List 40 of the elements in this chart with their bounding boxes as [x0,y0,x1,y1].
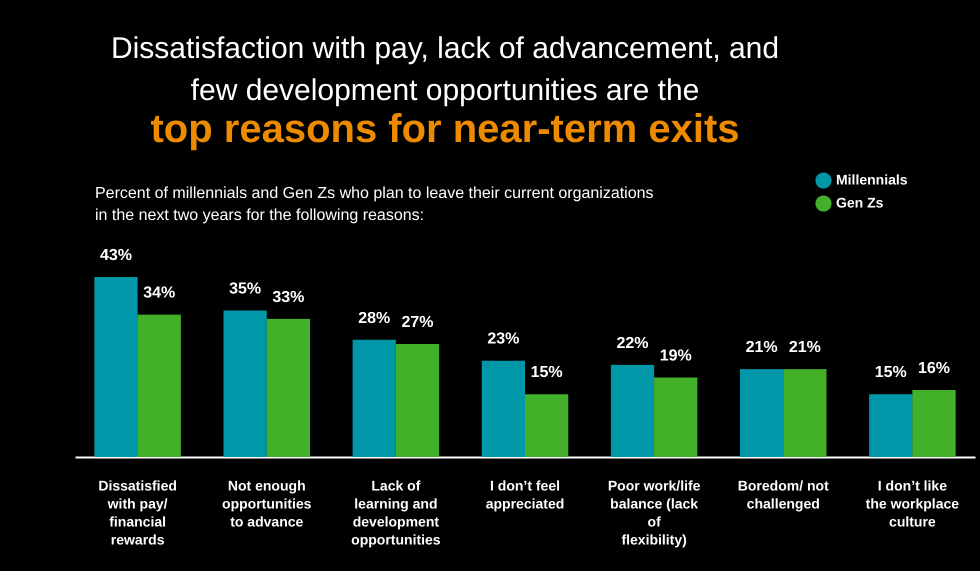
data-label: 23% [487,330,520,348]
x-tick-label: I don’t feel appreciated [486,478,564,512]
x-tick-label: I don’t like the workplace culture [866,478,960,530]
bar [912,390,956,457]
chart-title: Dissatisfaction with pay, lack of advancement, and few development opportunities are the [110,32,780,107]
x-tick-label: Poor work/life balance (lack of flexibility) [608,478,701,548]
x-tick-label: Lack of learning and development opportunities [351,478,441,548]
data-label: 28% [358,310,390,327]
bar [740,369,784,457]
bar [869,394,912,457]
legend-label: Gen Zs [836,194,884,210]
bar [525,394,568,457]
bar [396,344,440,457]
x-tick-label: Dissatisfied with pay/ financial rewards [98,478,177,548]
legend-label: Millennials [836,172,908,188]
data-label: 19% [660,347,692,364]
data-label: 34% [143,284,176,302]
data-label: 43% [100,247,132,264]
bar [138,314,181,457]
data-label: 15% [874,364,907,382]
data-label: 22% [616,334,649,352]
bar [783,369,827,457]
x-tick-label: Not enough opportunities to advance [222,478,312,530]
data-label: 15% [530,364,563,382]
data-label: 16% [918,360,950,378]
bar [482,360,525,457]
data-label: 35% [229,280,262,298]
chart-subtitle: top reasons for near-term exits [150,107,740,151]
bar [610,364,654,457]
text: Percent of millennials and Gen Zs who plan to leave their current organizations in the next two years for the following reasons: [95,185,654,224]
bar [94,277,138,457]
data-label: 21% [746,339,778,356]
x-tick-label: Boredom/ not challenged [738,478,830,512]
bar [352,340,396,457]
data-label: 27% [401,314,434,331]
bar [223,310,267,457]
data-label: 33% [272,288,304,306]
bar [266,318,310,457]
data-label: 21% [788,339,821,356]
bar [654,377,698,457]
